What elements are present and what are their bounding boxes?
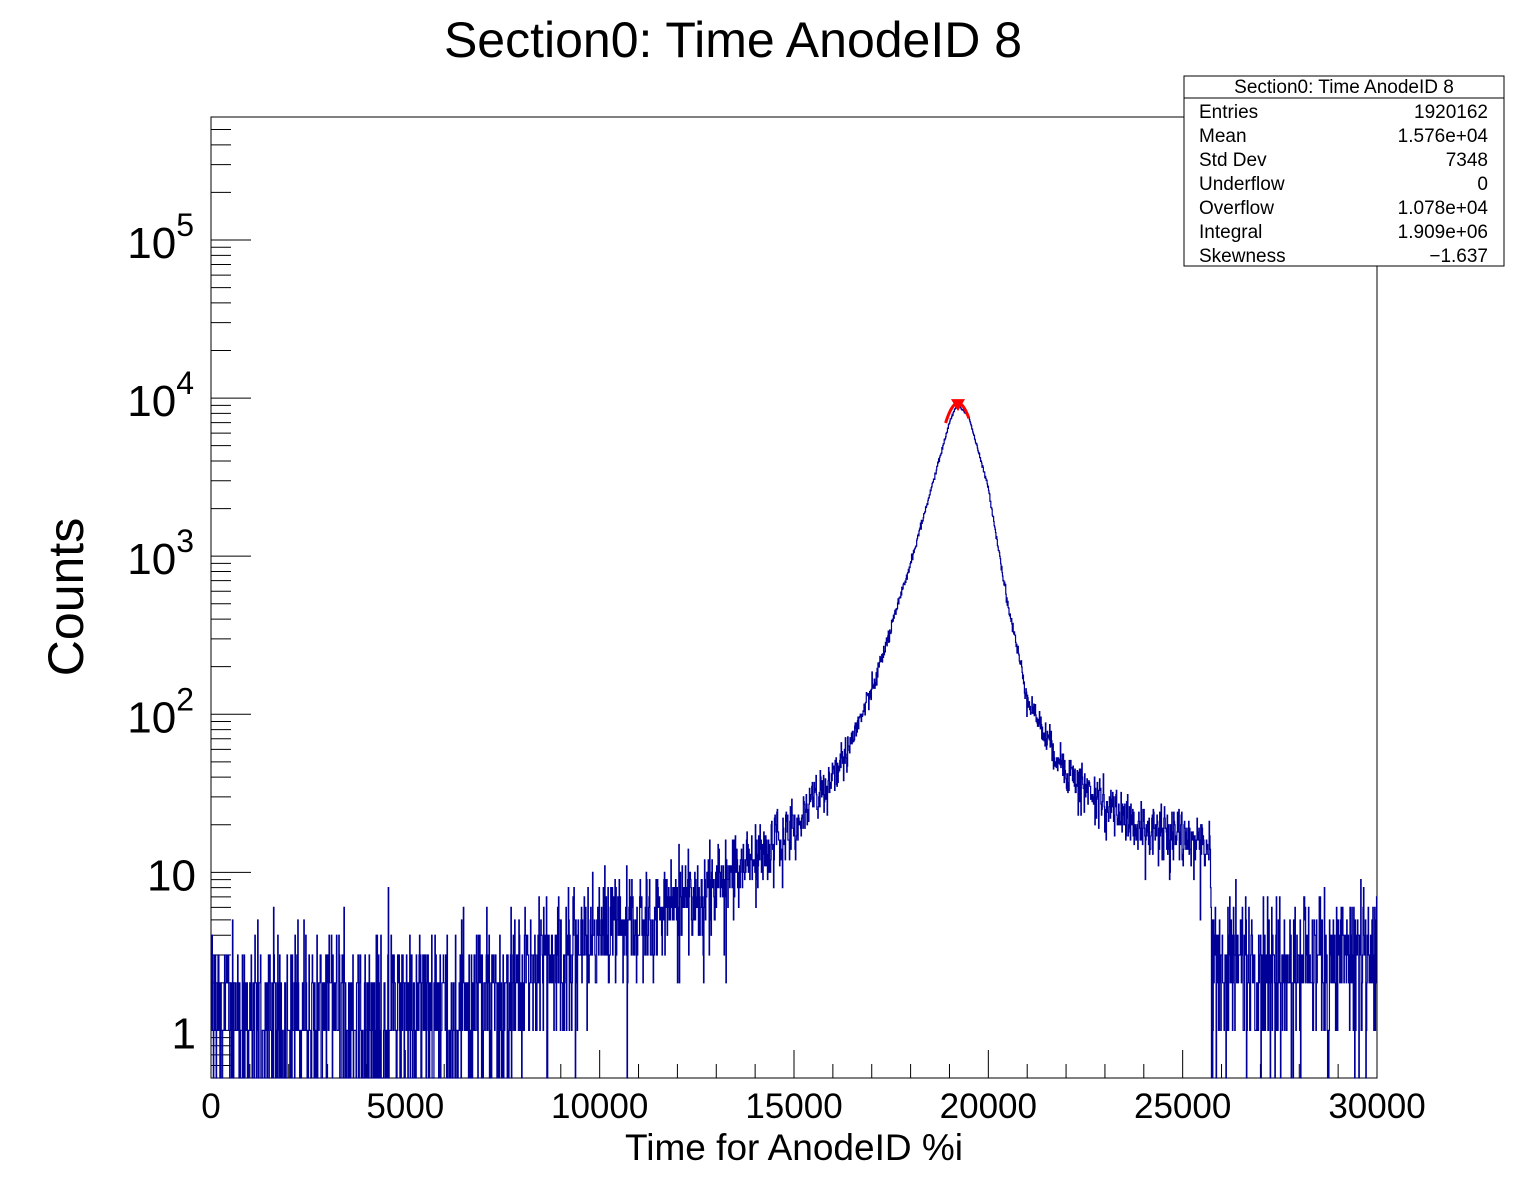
stats-box-title: Section0: Time AnodeID 8 xyxy=(1234,77,1454,98)
y-tick-label-exponent: 4 xyxy=(176,365,194,401)
x-axis-title: Time for AnodeID %i xyxy=(625,1127,963,1168)
stats-row-label: Underflow xyxy=(1199,174,1285,195)
stats-rows: Entries 1920162 Mean 1.576e+04 Std Dev 7348 Un… xyxy=(1199,102,1488,267)
y-tick-label-base: 10 xyxy=(127,535,176,584)
stats-box: Section0: Time AnodeID 8 Entries 1920162 M… xyxy=(1183,75,1505,267)
y-tick-label: 1 xyxy=(172,1009,196,1058)
y-tick-label: 10 xyxy=(147,851,196,900)
y-tick-label-exponent: 5 xyxy=(176,207,194,243)
stats-row-label: Std Dev xyxy=(1199,150,1267,171)
x-tick-label: 0 xyxy=(201,1087,220,1126)
stats-row-label: Overflow xyxy=(1199,198,1274,219)
x-tick-label: 25000 xyxy=(1134,1087,1231,1126)
x-axis: 0 5000 10000 15000 20000 25000 30000 xyxy=(201,1050,1426,1126)
y-tick-label-exponent: 2 xyxy=(176,681,194,717)
stats-row-label: Integral xyxy=(1199,222,1262,243)
x-tick-label: 10000 xyxy=(551,1087,648,1126)
histogram-line xyxy=(210,402,1378,1079)
stats-row-label: Skewness xyxy=(1199,246,1286,267)
y-tick-label: 103 xyxy=(127,523,194,584)
x-tick-label: 20000 xyxy=(940,1087,1037,1126)
y-tick-label-base: 10 xyxy=(127,377,176,426)
y-tick-label-exponent: 3 xyxy=(176,523,194,559)
y-tick-label-base: 10 xyxy=(127,693,176,742)
x-tick-label: 30000 xyxy=(1328,1087,1425,1126)
histogram-area xyxy=(210,402,1378,1079)
stats-row-label: Mean xyxy=(1199,126,1247,147)
stats-row-value: 1920162 xyxy=(1414,102,1488,123)
stats-row-value: 7348 xyxy=(1446,150,1488,171)
stats-row-value: 1.576e+04 xyxy=(1398,126,1489,147)
stats-row-value: 0 xyxy=(1477,174,1488,195)
stats-row-label: Entries xyxy=(1199,102,1258,123)
chart-title: Section0: Time AnodeID 8 xyxy=(444,12,1022,68)
stats-box-border xyxy=(1183,75,1505,267)
stats-row-value: 1.909e+06 xyxy=(1398,222,1488,243)
fit-peak-marker xyxy=(951,399,966,412)
y-tick-label-base: 10 xyxy=(127,219,176,268)
stats-row-value: −1.637 xyxy=(1429,246,1488,267)
x-tick-label: 15000 xyxy=(745,1087,842,1126)
y-axis-title: Counts xyxy=(38,518,94,676)
y-tick-label: 104 xyxy=(127,365,194,426)
stats-row-value: 1.078e+04 xyxy=(1398,198,1489,219)
y-tick-label: 102 xyxy=(127,681,194,742)
x-tick-label: 5000 xyxy=(366,1087,444,1126)
y-tick-label: 105 xyxy=(127,207,194,268)
fit-curve-group xyxy=(944,399,971,424)
